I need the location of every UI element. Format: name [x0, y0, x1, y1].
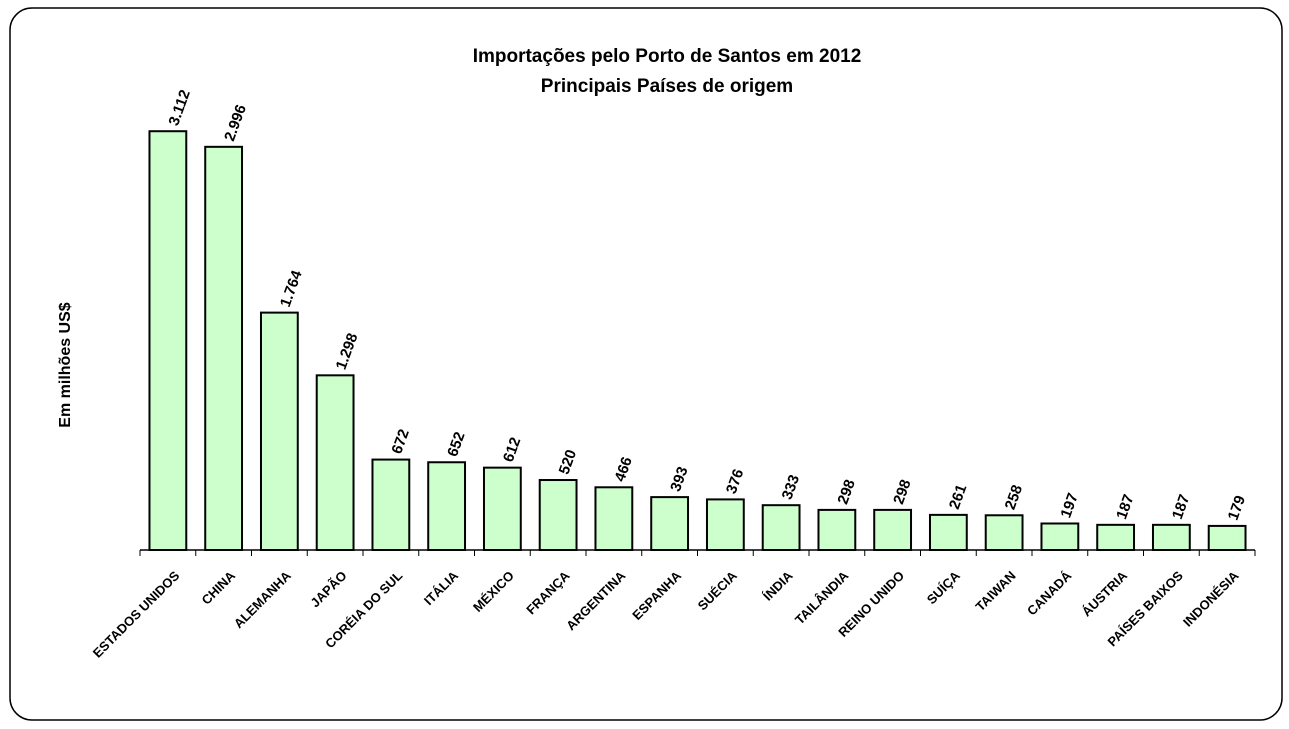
bar — [315, 374, 355, 552]
bar — [148, 130, 188, 551]
bar — [259, 311, 299, 551]
chart-title: Importações pelo Porto de Santos em 2012 — [473, 46, 862, 67]
bar — [1207, 524, 1247, 552]
bar — [594, 486, 634, 551]
bar — [482, 466, 522, 551]
bar — [204, 145, 244, 551]
bar — [817, 508, 857, 551]
bar — [538, 479, 578, 551]
bar — [427, 461, 467, 551]
bar — [984, 514, 1024, 552]
chart-subtitle: Principais Países de origem — [541, 76, 793, 97]
bar — [761, 504, 801, 551]
bar — [371, 458, 411, 551]
bar — [705, 498, 745, 552]
bar — [1096, 523, 1136, 552]
bar — [928, 513, 968, 551]
bar — [1040, 522, 1080, 552]
bar — [1151, 523, 1191, 552]
bar — [650, 496, 690, 552]
y-axis-label: Em milhões US$ — [57, 302, 74, 427]
bar — [873, 508, 913, 551]
